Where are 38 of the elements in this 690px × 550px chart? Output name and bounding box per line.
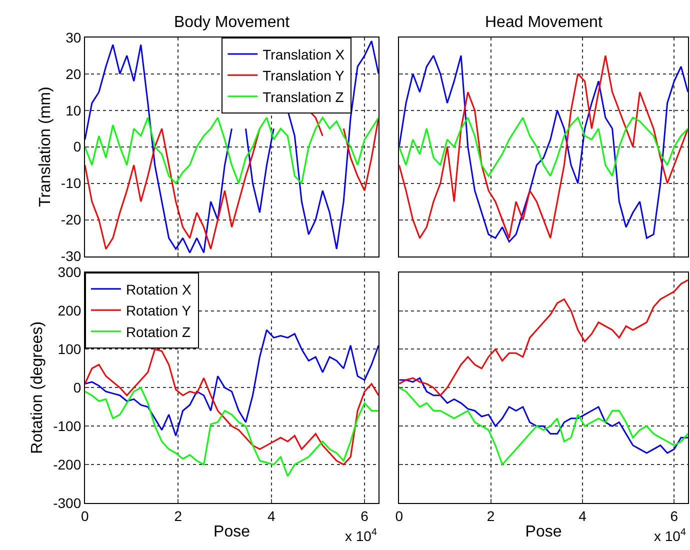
y-tick-label: 20	[66, 66, 82, 82]
x-tick-label: 6	[360, 508, 369, 524]
chart-title: Head Movement	[485, 14, 603, 31]
x-tick-label: 2	[486, 508, 495, 524]
x-tick-label: 4	[267, 508, 276, 524]
y-tick-label: 100	[58, 341, 82, 358]
y-tick-label: -200	[53, 456, 82, 472]
legend-label: Rotation X	[126, 281, 192, 298]
y-tick-label: 300	[58, 264, 82, 280]
y-tick-label: -300	[53, 494, 82, 511]
y-axis-title: Rotation (degrees)	[29, 321, 46, 454]
line-series	[84, 386, 379, 477]
x-axis-title: Pose	[525, 524, 562, 541]
text: x 10$^{4}$	[345, 527, 378, 544]
y-axis-title: Translation (mm)	[36, 86, 54, 207]
x-tick-label: 6	[670, 508, 678, 524]
x-tick-label: 2	[174, 508, 182, 524]
y-tick-label: -10	[60, 175, 82, 192]
y-tick-label: 0	[73, 138, 82, 155]
legend-label: Rotation Z	[126, 324, 191, 340]
x-tick-label: 0	[395, 508, 404, 524]
line-series	[84, 348, 379, 466]
y-tick-label: -20	[60, 212, 82, 228]
legend-label: Translation X	[262, 46, 346, 62]
legend-label: Translation Z	[262, 88, 344, 105]
y-tick-label: 30	[66, 29, 82, 46]
line-series	[84, 116, 379, 184]
y-tick-label: 10	[66, 102, 82, 118]
y-tick-label: -100	[53, 418, 82, 434]
y-tick-label: -30	[60, 248, 82, 264]
chart-title: Body Movement	[174, 14, 290, 31]
y-tick-label: 0	[73, 380, 82, 396]
legend-label: Rotation Y	[126, 302, 192, 319]
legend-label: Translation Y	[262, 68, 346, 84]
x-tick-label: 4	[578, 508, 587, 524]
y-tick-label: 200	[58, 302, 82, 319]
text: x 10$^{4}$	[654, 527, 686, 544]
x-axis-title: Pose	[214, 524, 250, 541]
